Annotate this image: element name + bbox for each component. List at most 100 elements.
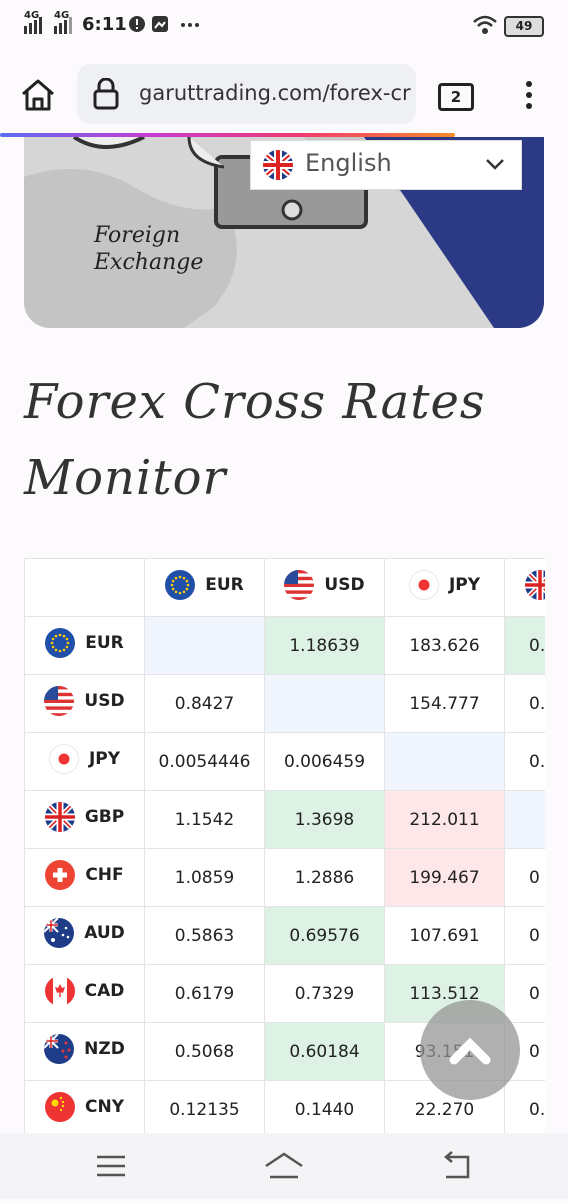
page-title: Forex Cross Rates Monitor (24, 374, 486, 506)
network-label: 4G (54, 10, 70, 21)
flag-icon (44, 918, 75, 948)
browser-toolbar: garuttrading.com/forex-cr 2 (0, 50, 568, 136)
rate-row: EUR 1.18639 183.626 0. (25, 616, 545, 675)
rate-cell: 0.60184 (264, 1022, 385, 1081)
header-content: USD (44, 686, 125, 716)
rate-cell: 0.6179 (144, 964, 265, 1023)
rate-cell: 0. (504, 674, 545, 733)
column-header: USD (264, 559, 385, 617)
rate-cell: 1.3698 (264, 790, 385, 849)
currency-code: USD (324, 575, 365, 595)
wifi-icon (473, 15, 497, 34)
header-content: GBP (44, 802, 124, 832)
rate-cell: 183.626 (384, 616, 505, 675)
rate-cell: 0.0054446 (144, 732, 265, 791)
flag-gb (263, 150, 293, 180)
flag-icon (44, 686, 75, 716)
header-content: CHF (45, 860, 124, 890)
scroll-to-top[interactable] (420, 1000, 520, 1100)
dropdown-arrow (486, 159, 504, 170)
row-header: CNY (25, 1080, 145, 1134)
rate-cell (384, 732, 505, 791)
header-content: EUR (45, 628, 124, 658)
header-content: USD (284, 570, 365, 600)
rate-cell: 0.1440 (264, 1080, 385, 1134)
battery: 49 (504, 16, 544, 37)
clock: 6:11 (82, 14, 127, 35)
signal-icons (24, 17, 72, 34)
header-content: NZD (44, 1034, 125, 1064)
notification-icons (129, 16, 199, 32)
flag-icon (45, 860, 76, 890)
flag-icon (44, 1092, 75, 1122)
row-header: CHF (25, 848, 145, 907)
rate-row: AUD 0.5863 0.69576 107.691 0 (25, 906, 545, 965)
row-header: AUD (25, 906, 145, 965)
rate-cell: 0. (504, 1080, 545, 1134)
navigation-bar (0, 1133, 568, 1199)
rate-row: CHF 1.0859 1.2886 199.467 0 (25, 848, 545, 907)
currency-code: CAD (84, 981, 125, 1001)
rate-cell: 0.12135 (144, 1080, 265, 1134)
menu-button[interactable] (524, 80, 534, 110)
rate-row: USD 0.8427 154.777 0. (25, 674, 545, 733)
row-header: USD (25, 674, 145, 733)
network-label: 4G (24, 10, 40, 21)
header-row: EUR USD JPY (25, 559, 545, 617)
image-text: Exchange (93, 250, 203, 275)
flag-icon (44, 802, 75, 832)
flag-icon (408, 570, 439, 600)
rate-cell: 0 (504, 848, 545, 907)
nav-buttons (97, 1151, 470, 1179)
rate-cell: 1.1542 (144, 790, 265, 849)
url-text: garuttrading.com/forex-cr (139, 81, 411, 105)
rate-cell: 154.777 (384, 674, 505, 733)
home-key[interactable] (265, 1152, 303, 1179)
language-label: English (305, 149, 392, 177)
row-header: EUR (25, 616, 145, 675)
status-bar: 4G 4G 6:11 49 (0, 0, 568, 50)
arrow-up (449, 1037, 491, 1065)
flag-icon (284, 570, 315, 600)
back-key[interactable] (444, 1151, 470, 1179)
currency-code: JPY (88, 749, 121, 769)
rate-cell: 1.18639 (264, 616, 385, 675)
address-bar[interactable]: garuttrading.com/forex-cr (77, 64, 416, 124)
header-content: EUR (165, 570, 244, 600)
currency-code: CHF (85, 865, 124, 885)
currency-code: AUD (84, 923, 125, 943)
rate-cell: 107.691 (384, 906, 505, 965)
row-header: JPY (25, 732, 145, 791)
rate-cell: 199.467 (384, 848, 505, 907)
load-progress (0, 133, 455, 137)
rate-cell: 0.8427 (144, 674, 265, 733)
rate-row: GBP 1.1542 1.3698 212.011 (25, 790, 545, 849)
language-selector[interactable]: English (250, 140, 522, 190)
header-content: CNY (44, 1092, 124, 1122)
rate-cell (504, 790, 545, 849)
rate-cell: 0.006459 (264, 732, 385, 791)
flag-icon (48, 744, 79, 774)
rate-cell: 0.5863 (144, 906, 265, 965)
row-header: GBP (25, 790, 145, 849)
row-header: NZD (25, 1022, 145, 1081)
flag-icon (165, 570, 196, 600)
lock-icon (93, 78, 119, 110)
header-content: JPY (48, 744, 121, 774)
currency-code: NZD (84, 1039, 125, 1059)
column-header (504, 559, 545, 617)
rate-cell: 212.011 (384, 790, 505, 849)
rate-cell: 1.2886 (264, 848, 385, 907)
header-content: CAD (44, 976, 125, 1006)
home-button[interactable] (20, 78, 56, 112)
rate-cell: 0. (504, 616, 545, 675)
rate-cell: 0 (504, 964, 545, 1023)
rate-cell: 0.0 (504, 732, 545, 791)
menu-key[interactable] (97, 1155, 125, 1177)
row-header: CAD (25, 964, 145, 1023)
tab-count[interactable]: 2 (438, 83, 474, 111)
flag-icon (44, 1034, 75, 1064)
rates-grid: EUR USD JPY EUR 1.18639 183.626 0. USD 0.8427 154… (25, 559, 545, 1134)
